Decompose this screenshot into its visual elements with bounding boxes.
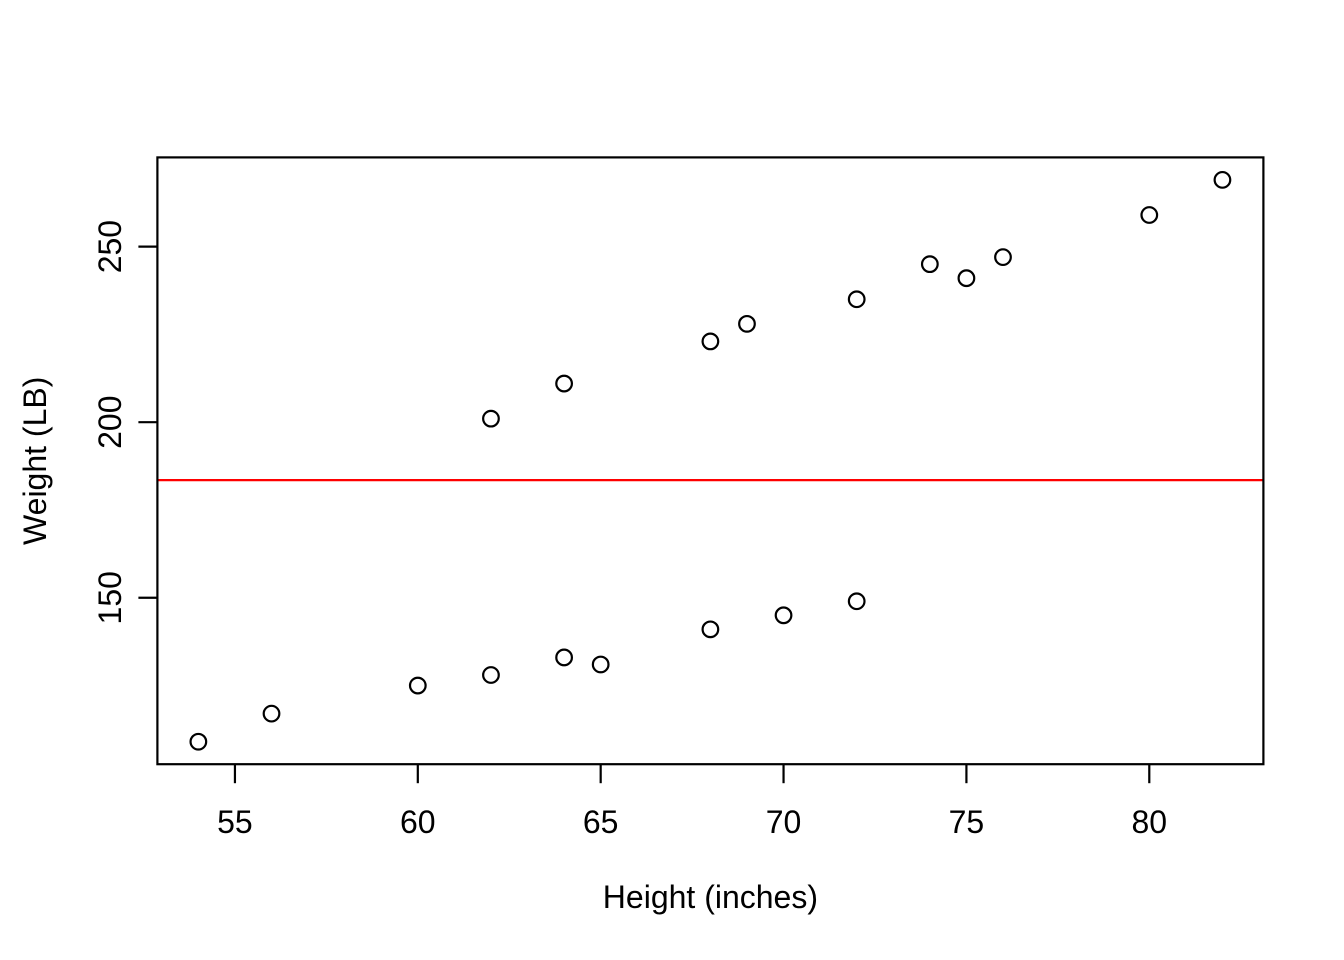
data-point (408, 676, 427, 695)
y-axis: 150 200 250 (92, 220, 158, 624)
data-point (701, 332, 720, 351)
data-point (957, 269, 976, 288)
x-axis: 55 60 65 70 75 80 (217, 764, 1167, 840)
y-tick-label: 150 (92, 571, 128, 624)
data-point (738, 314, 756, 333)
x-tick-label: 65 (583, 804, 619, 840)
data-point (1213, 170, 1232, 189)
x-tick-label: 70 (766, 804, 802, 840)
data-point (774, 606, 793, 625)
x-tick-label: 60 (400, 804, 436, 840)
data-point (482, 409, 500, 428)
data-point (482, 666, 500, 684)
x-tick-label: 55 (217, 804, 253, 840)
x-tick-label: 75 (949, 804, 985, 840)
y-tick-label: 250 (92, 220, 128, 273)
data-point (262, 704, 281, 723)
data-point (701, 620, 720, 639)
x-axis-title: Height (inches) (603, 879, 818, 915)
data-point (555, 648, 574, 667)
data-point (994, 248, 1012, 267)
data-point (847, 592, 866, 611)
y-tick-label: 200 (92, 395, 128, 448)
x-tick-label: 80 (1131, 804, 1167, 840)
data-point (555, 374, 574, 393)
data-point (920, 255, 939, 274)
plot-box (156, 156, 1265, 766)
data-points (189, 170, 1232, 751)
y-axis-title: Weight (LB) (17, 377, 53, 545)
data-point (1140, 206, 1159, 224)
data-point (189, 732, 208, 751)
data-point (847, 290, 866, 309)
data-point (591, 655, 610, 674)
